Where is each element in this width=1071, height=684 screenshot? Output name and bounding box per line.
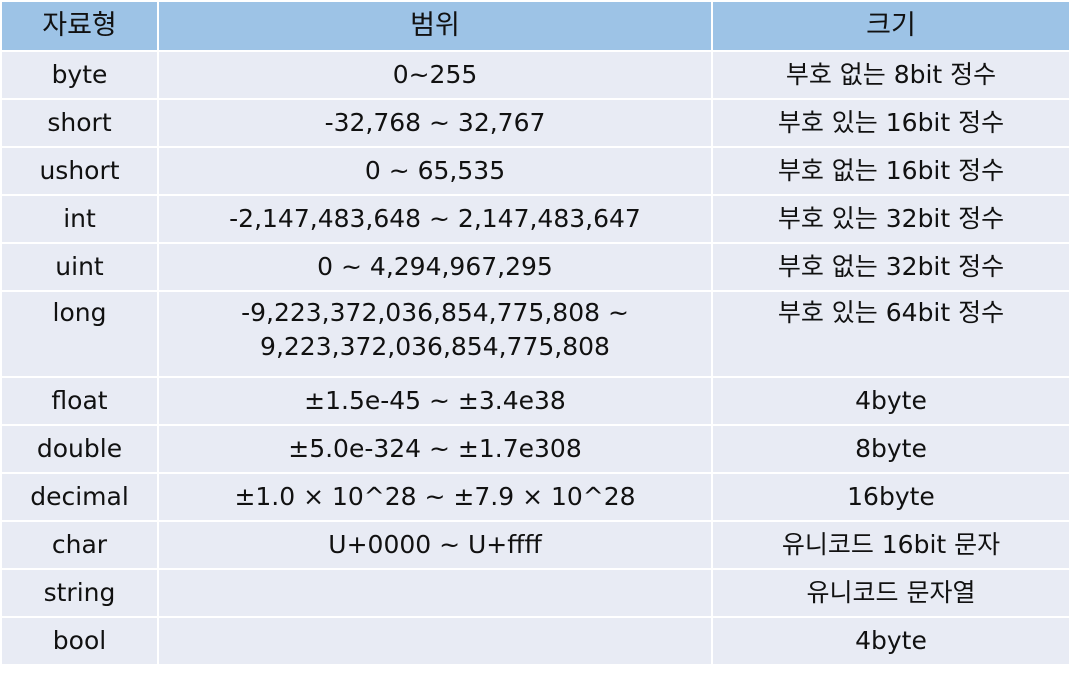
range-cell: ±5.0e-324 ~ ±1.7e308 bbox=[157, 424, 713, 474]
range-text: ±1.5e-45 ~ ±3.4e38 bbox=[304, 386, 566, 416]
type-cell: int bbox=[0, 194, 159, 244]
table-row: ushort 0 ~ 65,535 부호 없는 16bit 정수 bbox=[0, 146, 1071, 196]
size-cell: 부호 없는 16bit 정수 bbox=[711, 146, 1071, 196]
header-size: 크기 bbox=[711, 0, 1071, 52]
range-text: U+0000 ~ U+ffff bbox=[328, 530, 542, 560]
range-cell: -2,147,483,648 ~ 2,147,483,647 bbox=[157, 194, 713, 244]
header-type: 자료형 bbox=[0, 0, 159, 52]
table-row: int -2,147,483,648 ~ 2,147,483,647 부호 있는… bbox=[0, 194, 1071, 244]
table-row: char U+0000 ~ U+ffff 유니코드 16bit 문자 bbox=[0, 520, 1071, 570]
table-row: long -9,223,372,036,854,775,808 ~ 9,223,… bbox=[0, 290, 1071, 378]
size-cell: 16byte bbox=[711, 472, 1071, 522]
size-cell: 4byte bbox=[711, 376, 1071, 426]
type-cell: byte bbox=[0, 50, 159, 100]
range-cell bbox=[157, 568, 713, 618]
table-row: decimal ±1.0 × 10^28 ~ ±7.9 × 10^28 16by… bbox=[0, 472, 1071, 522]
range-cell: 0 ~ 65,535 bbox=[157, 146, 713, 196]
range-cell: ±1.0 × 10^28 ~ ±7.9 × 10^28 bbox=[157, 472, 713, 522]
type-cell: bool bbox=[0, 616, 159, 666]
range-cell: 0 ~ 4,294,967,295 bbox=[157, 242, 713, 292]
range-text-line-2: 9,223,372,036,854,775,808 bbox=[260, 331, 610, 361]
table-row: byte 0~255 부호 없는 8bit 정수 bbox=[0, 50, 1071, 100]
table-row: uint 0 ~ 4,294,967,295 부호 없는 32bit 정수 bbox=[0, 242, 1071, 292]
table-row: double ±5.0e-324 ~ ±1.7e308 8byte bbox=[0, 424, 1071, 474]
size-cell: 유니코드 문자열 bbox=[711, 568, 1071, 618]
size-cell: 부호 있는 16bit 정수 bbox=[711, 98, 1071, 148]
range-cell: ±1.5e-45 ~ ±3.4e38 bbox=[157, 376, 713, 426]
type-cell: uint bbox=[0, 242, 159, 292]
size-cell: 유니코드 16bit 문자 bbox=[711, 520, 1071, 570]
size-cell: 부호 없는 8bit 정수 bbox=[711, 50, 1071, 100]
size-cell: 8byte bbox=[711, 424, 1071, 474]
range-cell bbox=[157, 616, 713, 666]
type-cell: decimal bbox=[0, 472, 159, 522]
type-cell: string bbox=[0, 568, 159, 618]
type-cell: short bbox=[0, 98, 159, 148]
size-cell: 부호 없는 32bit 정수 bbox=[711, 242, 1071, 292]
type-cell: float bbox=[0, 376, 159, 426]
type-cell: char bbox=[0, 520, 159, 570]
range-text: ±5.0e-324 ~ ±1.7e308 bbox=[288, 434, 582, 464]
header-range: 범위 bbox=[157, 0, 713, 52]
header-row: 자료형 범위 크기 bbox=[0, 0, 1071, 52]
range-cell: U+0000 ~ U+ffff bbox=[157, 520, 713, 570]
table-row: string 유니코드 문자열 bbox=[0, 568, 1071, 618]
range-text: -32,768 ~ 32,767 bbox=[324, 108, 546, 138]
range-text-line-1: -9,223,372,036,854,775,808 ~ bbox=[241, 298, 629, 327]
range-text: -2,147,483,648 ~ 2,147,483,647 bbox=[229, 204, 641, 234]
data-type-table: 자료형 범위 크기 byte 0~255 부호 없는 8bit 정수 short… bbox=[0, 0, 1071, 666]
size-cell: 부호 있는 64bit 정수 bbox=[711, 290, 1071, 378]
range-text: 0 ~ 4,294,967,295 bbox=[317, 252, 553, 282]
type-cell: long bbox=[0, 290, 159, 378]
type-cell: ushort bbox=[0, 146, 159, 196]
range-text: 0 ~ 65,535 bbox=[364, 156, 506, 186]
size-cell: 4byte bbox=[711, 616, 1071, 666]
table-row: float ±1.5e-45 ~ ±3.4e38 4byte bbox=[0, 376, 1071, 426]
table-row: bool 4byte bbox=[0, 616, 1071, 666]
range-text: ±1.0 × 10^28 ~ ±7.9 × 10^28 bbox=[234, 482, 636, 512]
range-text: 0~255 bbox=[392, 60, 478, 90]
range-cell: -32,768 ~ 32,767 bbox=[157, 98, 713, 148]
type-cell: double bbox=[0, 424, 159, 474]
range-cell: -9,223,372,036,854,775,808 ~ 9,223,372,0… bbox=[157, 290, 713, 378]
size-cell: 부호 있는 32bit 정수 bbox=[711, 194, 1071, 244]
table-row: short -32,768 ~ 32,767 부호 있는 16bit 정수 bbox=[0, 98, 1071, 148]
range-cell: 0~255 bbox=[157, 50, 713, 100]
